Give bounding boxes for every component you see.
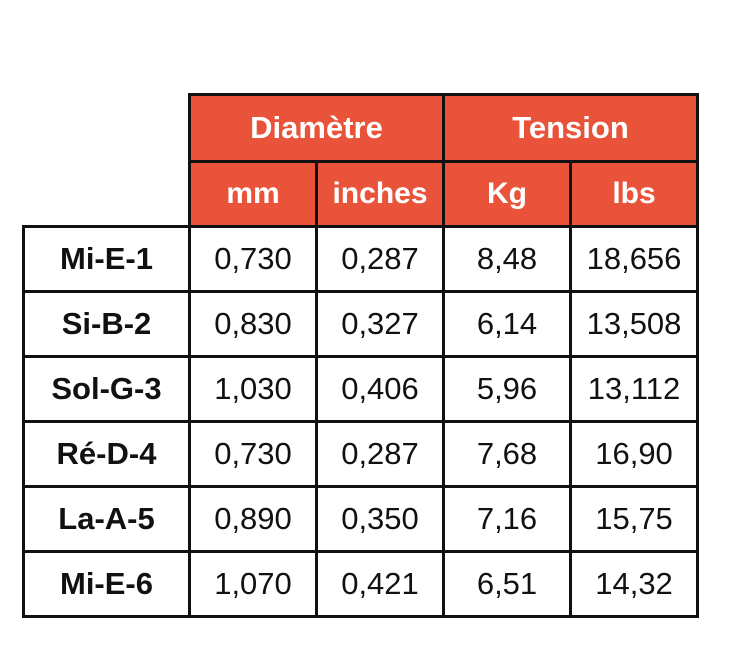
inches-cell: 0,406 <box>315 355 445 423</box>
group-header-row: Diamètre Tension <box>23 93 700 227</box>
mm-header: mm <box>188 160 318 228</box>
table-row: La-A-5 0,890 0,350 7,16 15,75 <box>22 485 700 553</box>
row-label: La-A-5 <box>22 485 191 553</box>
row-label: Mi-E-6 <box>22 550 191 618</box>
inches-cell: 0,421 <box>315 550 445 618</box>
row-label: Ré-D-4 <box>22 420 191 488</box>
mm-cell: 0,730 <box>188 420 318 488</box>
mm-cell: 0,890 <box>188 485 318 553</box>
kg-cell: 6,14 <box>442 290 572 358</box>
mm-cell: 0,830 <box>188 290 318 358</box>
table-row: Ré-D-4 0,730 0,287 7,68 16,90 <box>22 420 700 488</box>
lbs-cell: 13,112 <box>568 355 700 423</box>
lbs-cell: 16,90 <box>568 420 700 488</box>
kg-cell: 6,51 <box>442 550 572 618</box>
mm-cell: 1,030 <box>188 355 318 423</box>
inches-cell: 0,287 <box>315 420 445 488</box>
table-row: Mi-E-6 1,070 0,421 6,51 14,32 <box>22 550 700 618</box>
mm-cell: 0,730 <box>188 225 318 293</box>
lbs-cell: 13,508 <box>568 290 700 358</box>
string-spec-table: Diamètre Tension mm inches Kg lbs Mi-E-1… <box>22 93 700 618</box>
kg-cell: 8,48 <box>442 225 572 293</box>
inches-cell: 0,350 <box>315 485 445 553</box>
inches-cell: 0,327 <box>315 290 445 358</box>
lbs-cell: 18,656 <box>568 225 700 293</box>
table-row: Mi-E-1 0,730 0,287 8,48 18,656 <box>22 225 700 293</box>
row-label: Sol-G-3 <box>22 355 191 423</box>
tension-header: Tension <box>441 93 700 163</box>
sub-header-row: mm inches Kg lbs <box>24 160 700 228</box>
lbs-header: lbs <box>568 160 700 228</box>
mm-cell: 1,070 <box>188 550 318 618</box>
lbs-cell: 15,75 <box>568 485 700 553</box>
kg-cell: 7,16 <box>442 485 572 553</box>
table-row: Sol-G-3 1,030 0,406 5,96 13,112 <box>22 355 700 423</box>
inches-header: inches <box>315 160 445 228</box>
row-label: Mi-E-1 <box>22 225 191 293</box>
table-row: Si-B-2 0,830 0,327 6,14 13,508 <box>22 290 700 358</box>
diametre-header: Diamètre <box>188 93 445 163</box>
corner-blank-cell <box>23 94 190 227</box>
lbs-cell: 14,32 <box>568 550 700 618</box>
row-label: Si-B-2 <box>22 290 191 358</box>
kg-cell: 7,68 <box>442 420 572 488</box>
inches-cell: 0,287 <box>315 225 445 293</box>
kg-header: Kg <box>442 160 572 228</box>
kg-cell: 5,96 <box>442 355 572 423</box>
